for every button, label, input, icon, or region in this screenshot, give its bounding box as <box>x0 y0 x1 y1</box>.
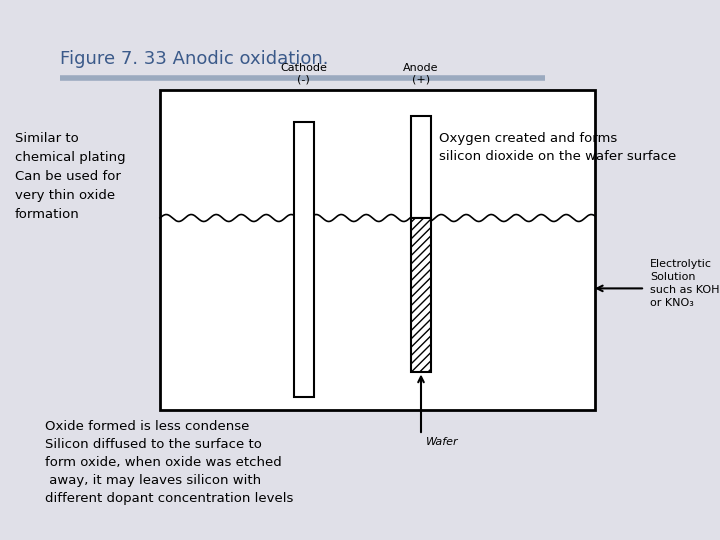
Text: Oxide formed is less condense
Silicon diffused to the surface to
form oxide, whe: Oxide formed is less condense Silicon di… <box>45 420 293 505</box>
Text: Figure 7. 33 Anodic oxidation.: Figure 7. 33 Anodic oxidation. <box>60 50 328 68</box>
Text: Electrolytic
Solution
such as KOH
or KNO₃: Electrolytic Solution such as KOH or KNO… <box>650 259 719 308</box>
Text: Wafer: Wafer <box>426 437 459 447</box>
Text: Similar to
chemical plating
Can be used for
very thin oxide
formation: Similar to chemical plating Can be used … <box>15 132 125 221</box>
Bar <box>160 90 595 410</box>
Text: Cathode
(-): Cathode (-) <box>280 63 327 85</box>
Text: Anode
(+): Anode (+) <box>403 63 438 85</box>
Bar <box>411 116 431 218</box>
Text: Oxygen created and forms
silicon dioxide on the wafer surface: Oxygen created and forms silicon dioxide… <box>439 132 676 163</box>
Bar <box>294 122 313 397</box>
Bar <box>411 218 431 372</box>
